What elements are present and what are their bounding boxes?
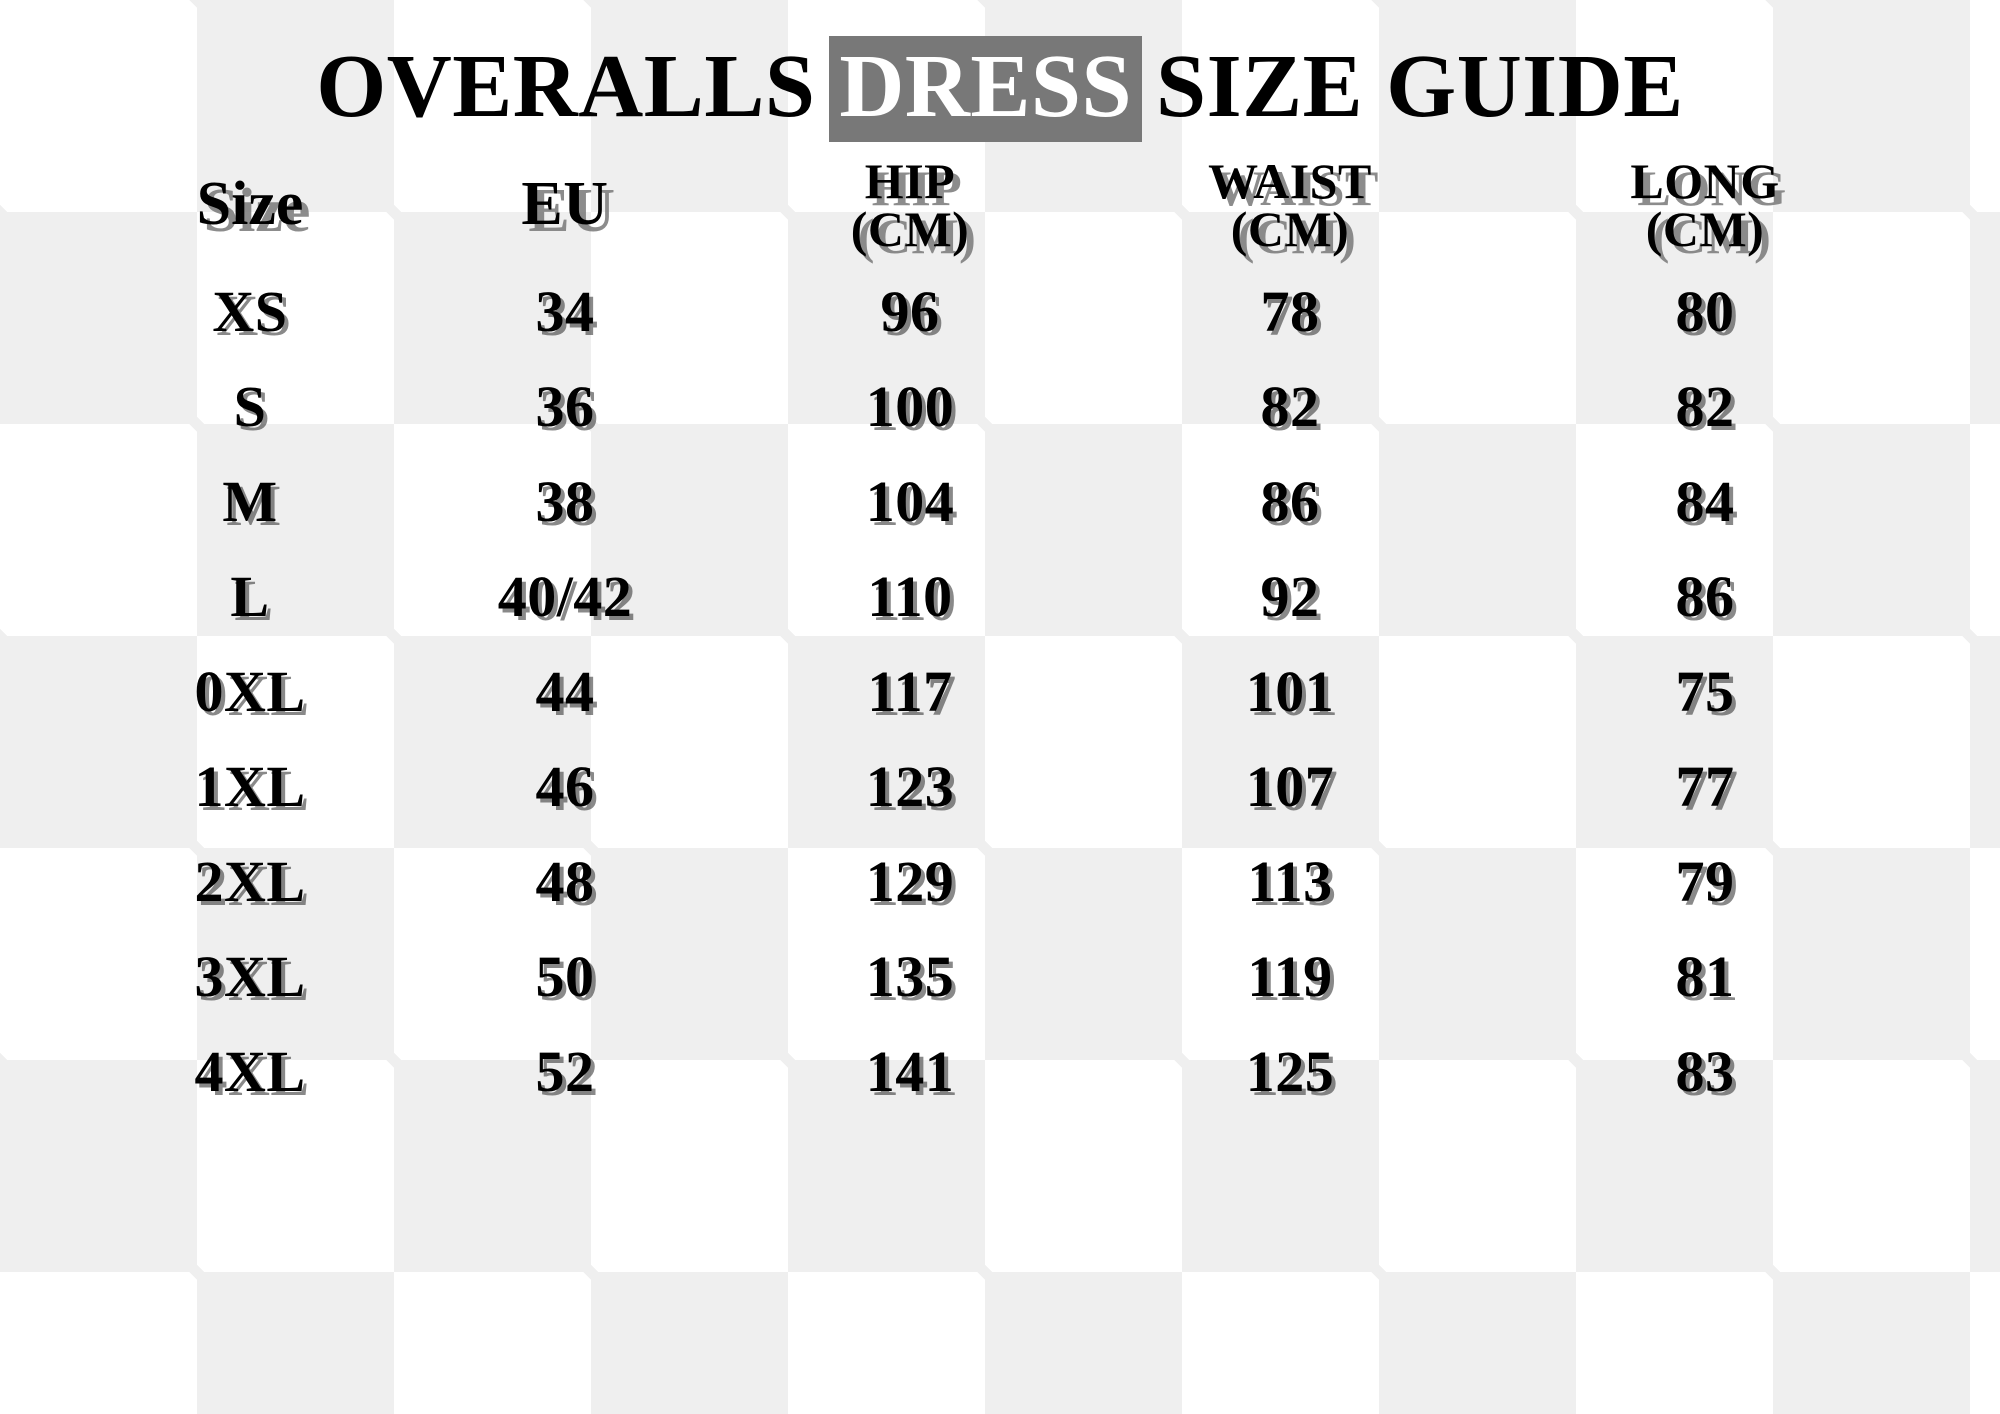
cell-long: 81 (1675, 944, 1735, 1009)
cell-eu: 48 (535, 849, 595, 914)
cell-waist: 82 (1260, 374, 1320, 439)
cell-long: 79 (1675, 849, 1735, 914)
cell-long: 75 (1675, 659, 1735, 724)
cell-size: 4XL (194, 1039, 306, 1104)
column-header-size: Size (196, 170, 304, 239)
table-header: Size EU HIP (CM) WAIST (CM) LONG (CM) (100, 146, 1920, 264)
cell-hip: 117 (867, 659, 953, 724)
column-header-hip: HIP (CM) (850, 153, 970, 257)
cell-size: L (230, 564, 270, 629)
cell-size: 2XL (194, 849, 306, 914)
cell-hip: 141 (865, 1039, 955, 1104)
cell-hip: 104 (865, 469, 955, 534)
cell-size: M (222, 469, 278, 534)
table-row: 2XL 48 129 113 79 (100, 834, 1920, 929)
cell-waist: 92 (1260, 564, 1320, 629)
cell-long: 84 (1675, 469, 1735, 534)
cell-hip: 100 (865, 374, 955, 439)
cell-size: XS (212, 279, 288, 344)
cell-eu: 34 (535, 279, 595, 344)
cell-waist: 101 (1245, 659, 1335, 724)
cell-eu: 46 (535, 754, 595, 819)
title-highlight-dress: DRESS (829, 36, 1143, 142)
cell-long: 86 (1675, 564, 1735, 629)
table-row: L 40/42 110 92 86 (100, 549, 1920, 644)
column-header-eu: EU (521, 170, 609, 239)
table-row: 4XL 52 141 125 83 (100, 1024, 1920, 1119)
column-header-long: LONG (CM) (1630, 153, 1780, 257)
table-row: S 36 100 82 82 (100, 359, 1920, 454)
title-part-size-guide: SIZE GUIDE (1156, 37, 1684, 136)
cell-long: 80 (1675, 279, 1735, 344)
table-body: XS 34 96 78 80 S 36 100 82 82 M 38 104 8… (100, 264, 1920, 1119)
column-header-waist: WAIST (CM) (1208, 153, 1372, 257)
cell-eu: 50 (535, 944, 595, 1009)
cell-size: 0XL (194, 659, 306, 724)
cell-waist: 125 (1245, 1039, 1335, 1104)
cell-eu: 40/42 (497, 564, 633, 629)
cell-waist: 78 (1260, 279, 1320, 344)
cell-eu: 44 (535, 659, 595, 724)
title-part-overalls: OVERALLS (316, 37, 816, 136)
cell-hip: 110 (867, 564, 953, 629)
table-row: XS 34 96 78 80 (100, 264, 1920, 359)
cell-long: 82 (1675, 374, 1735, 439)
cell-hip: 135 (865, 944, 955, 1009)
cell-waist: 86 (1260, 469, 1320, 534)
cell-hip: 96 (880, 279, 940, 344)
cell-eu: 52 (535, 1039, 595, 1104)
page-title: OVERALLS DRESS SIZE GUIDE (0, 36, 2000, 142)
cell-eu: 36 (535, 374, 595, 439)
cell-long: 83 (1675, 1039, 1735, 1104)
cell-size: 3XL (194, 944, 306, 1009)
cell-eu: 38 (535, 469, 595, 534)
cell-long: 77 (1675, 754, 1735, 819)
size-guide-table: Size EU HIP (CM) WAIST (CM) LONG (CM) (100, 146, 1920, 1119)
table-header-row: Size EU HIP (CM) WAIST (CM) LONG (CM) (100, 146, 1920, 264)
table-row: M 38 104 86 84 (100, 454, 1920, 549)
table-row: 0XL 44 117 101 75 (100, 644, 1920, 739)
cell-size: 1XL (194, 754, 306, 819)
cell-waist: 107 (1245, 754, 1335, 819)
cell-size: S (233, 374, 267, 439)
cell-waist: 113 (1247, 849, 1333, 914)
table-row: 3XL 50 135 119 81 (100, 929, 1920, 1024)
cell-hip: 129 (865, 849, 955, 914)
cell-waist: 119 (1247, 944, 1333, 1009)
cell-hip: 123 (865, 754, 955, 819)
table-row: 1XL 46 123 107 77 (100, 739, 1920, 834)
